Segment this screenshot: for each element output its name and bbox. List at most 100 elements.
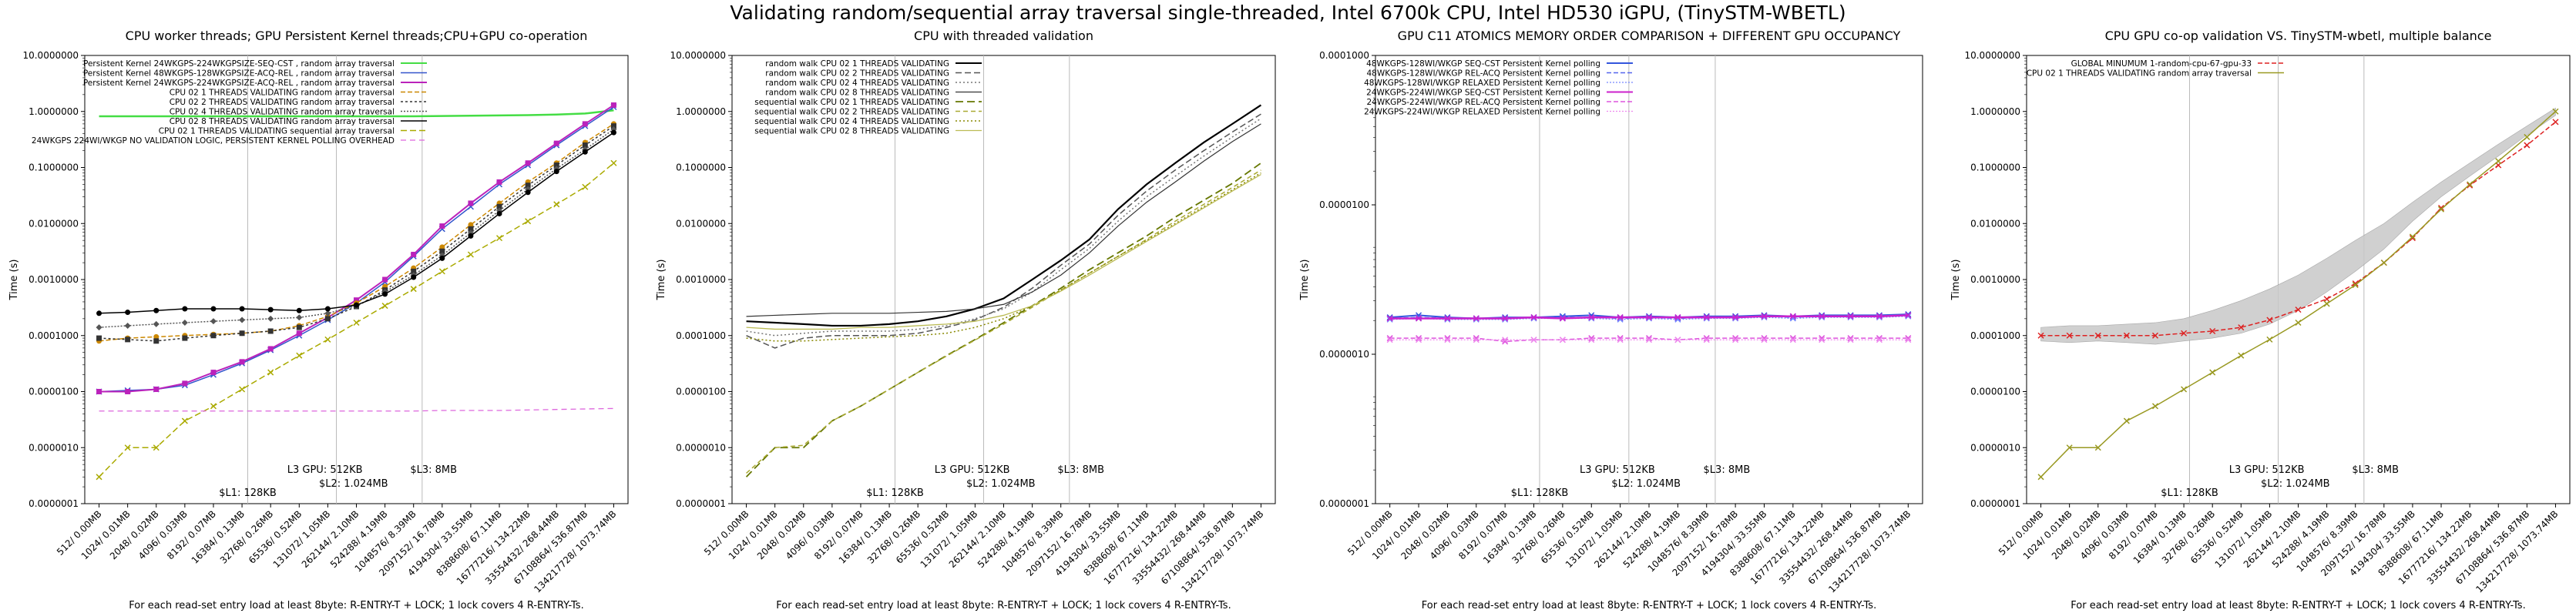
cache-label-l3-gpu: L3 GPU: 512KB <box>287 464 363 476</box>
data-point <box>2209 369 2216 376</box>
data-point <box>1732 337 1739 343</box>
data-point <box>468 233 474 239</box>
y-tick-label: 0.0010000 <box>29 274 79 285</box>
data-point <box>1674 314 1681 321</box>
data-point <box>495 235 503 242</box>
data-point <box>354 297 359 303</box>
data-point <box>468 200 474 206</box>
data-point <box>267 328 274 334</box>
data-point <box>96 474 102 481</box>
data-point <box>2524 142 2531 149</box>
legend-label: sequential walk CPU 02 8 THREADS VALIDAT… <box>754 127 949 136</box>
legend-label: 24WKGPS-224WI/WKGP REL-ACQ Persistent Ke… <box>1366 98 1600 107</box>
data-point <box>468 226 474 232</box>
series-line-4 <box>746 123 1261 317</box>
data-point <box>2151 403 2159 410</box>
y-tick-label: 0.0000010 <box>676 442 726 453</box>
cache-label-l3: $L3: 8MB <box>1704 464 1751 476</box>
data-point <box>553 162 559 168</box>
data-point <box>2094 444 2101 451</box>
data-point <box>239 330 245 337</box>
cache-label-l2: $L2: 1.024MB <box>1611 478 1681 490</box>
data-point <box>582 183 589 190</box>
data-point <box>2266 317 2273 323</box>
y-tick-label: 1.0000000 <box>676 106 726 117</box>
y-tick-label: 0.1000000 <box>1970 162 2020 173</box>
cache-label-l3-gpu: L3 GPU: 512KB <box>2229 464 2305 476</box>
data-point <box>1645 314 1653 321</box>
data-point <box>296 330 302 337</box>
cache-label-l1: $L1: 128KB <box>866 487 924 499</box>
y-tick-label: 1.0000000 <box>1970 106 2020 117</box>
data-point <box>1847 313 1854 320</box>
data-point <box>525 189 531 196</box>
data-point <box>610 129 616 136</box>
y-tick-label: 0.0000001 <box>29 498 79 509</box>
data-point <box>2552 119 2559 126</box>
data-point <box>410 286 417 293</box>
data-point <box>1416 335 1422 342</box>
data-point <box>324 306 331 312</box>
footnote: For each read-set entry load at least 8b… <box>129 600 583 611</box>
data-point <box>353 319 360 327</box>
data-point <box>1876 337 1882 343</box>
x-tick-label: 65536/ 0.52MB <box>1539 508 1596 565</box>
legend-label: sequential walk CPU 02 4 THREADS VALIDAT… <box>754 117 949 126</box>
data-point <box>210 403 217 410</box>
data-point <box>1444 337 1451 343</box>
x-tick-label: 32768/ 0.26MB <box>1510 508 1567 565</box>
data-point <box>267 315 274 322</box>
data-point <box>467 251 474 258</box>
legend-label: random walk CPU 02 8 THREADS VALIDATING <box>765 89 949 98</box>
data-point <box>1416 337 1422 343</box>
data-point <box>439 223 445 229</box>
footnote: For each read-set entry load at least 8b… <box>1422 600 1876 611</box>
data-point <box>2352 282 2359 289</box>
data-point <box>496 203 502 209</box>
cache-label-l1: $L1: 128KB <box>1511 487 1569 499</box>
data-point <box>239 317 246 323</box>
data-point <box>2380 260 2387 266</box>
data-point <box>2066 444 2073 451</box>
data-point <box>1502 315 1509 322</box>
data-point <box>1444 315 1451 322</box>
data-point <box>125 310 131 316</box>
x-tick-label: 16384/ 0.13MB <box>1481 508 1538 565</box>
data-point <box>1905 312 1912 319</box>
data-point <box>1789 337 1796 343</box>
legend-label: random walk CPU 02 4 THREADS VALIDATING <box>765 79 949 88</box>
data-point <box>2123 332 2130 339</box>
data-point <box>182 306 188 312</box>
series-line-8 <box>746 174 1261 330</box>
data-point <box>96 389 102 394</box>
data-point <box>411 274 417 280</box>
data-point <box>1588 314 1595 321</box>
y-tick-label: 0.0001000 <box>29 330 79 341</box>
cache-label-l1: $L1: 128KB <box>2161 487 2218 499</box>
y-tick-label: 0.0000100 <box>1970 387 2020 397</box>
cache-label-l3: $L3: 8MB <box>410 464 457 476</box>
cache-label-l2: $L2: 1.024MB <box>966 478 1036 490</box>
data-point <box>1674 337 1681 343</box>
data-point <box>1905 337 1912 343</box>
data-point <box>2238 352 2245 359</box>
series-line-7 <box>746 172 1261 342</box>
data-point <box>2409 233 2416 240</box>
data-point <box>239 306 245 312</box>
chart-panel-2: CPU with threaded validation 0.0000001 0.0… <box>656 28 1276 611</box>
data-point <box>1502 338 1509 345</box>
data-point <box>553 201 560 208</box>
legend-label: 48WKGPS-128WI/WKGP REL-ACQ Persistent Ke… <box>1366 69 1600 79</box>
data-point <box>324 336 331 343</box>
y-tick-label: 0.0100000 <box>29 218 79 229</box>
y-tick-label: 0.0000001 <box>676 498 726 509</box>
data-point <box>382 276 388 283</box>
data-point <box>2437 204 2445 212</box>
data-point <box>438 268 445 275</box>
y-tick-label: 10.0000000 <box>22 50 79 61</box>
data-point <box>610 102 616 108</box>
data-point <box>2151 332 2159 339</box>
data-point <box>2094 332 2101 339</box>
data-point <box>2437 206 2445 213</box>
legend-label: Persistent Kernel 48WKGPS-128WKGPSIZE-AC… <box>83 69 395 79</box>
